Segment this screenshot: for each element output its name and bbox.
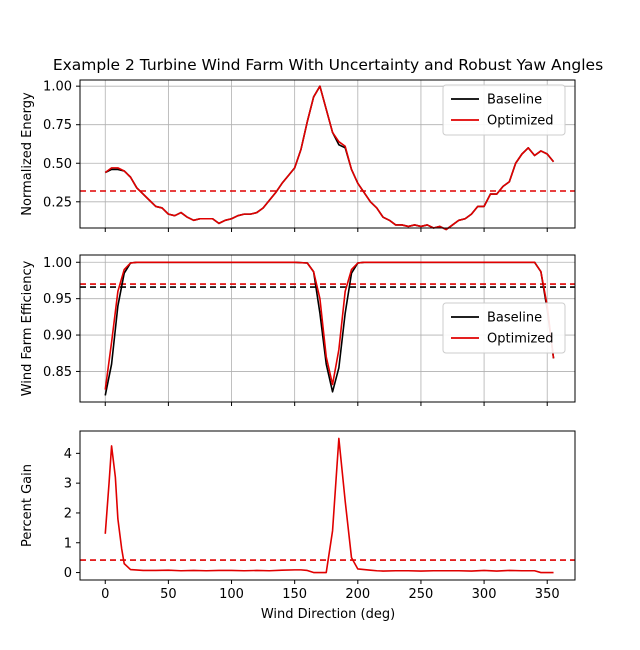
panel-3-y-tick-label: 4 <box>64 447 72 462</box>
panel-2-legend-label-optimized: Optimized <box>487 332 554 347</box>
panel-3-y-tick-label: 0 <box>64 566 72 581</box>
panel-3-y-tick-label: 2 <box>64 506 72 521</box>
x-tick-label: 300 <box>472 587 497 602</box>
panel-1-legend-label-optimized: Optimized <box>487 114 554 129</box>
x-tick-label: 0 <box>101 587 109 602</box>
panel-1-legend: Baseline Optimized <box>442 84 566 136</box>
panel-1-y-tick-label: 1.00 <box>43 80 72 95</box>
x-tick-label: 250 <box>409 587 434 602</box>
panel-1-frame <box>79 79 576 229</box>
panel-2-legend-label-baseline: Baseline <box>487 311 542 326</box>
panel-3-y-axis-label: Percent Gain <box>20 464 35 547</box>
x-axis-label: Wind Direction (deg) <box>261 607 395 622</box>
panel-1-y-tick-label: 0.25 <box>43 195 72 210</box>
chart-title: Example 2 Turbine Wind Farm With Uncerta… <box>53 56 603 74</box>
panel-2-legend: Baseline Optimized <box>442 302 566 354</box>
x-tick-label: 350 <box>535 587 560 602</box>
gain-panel: 0 1 2 3 4 0 50 100 150 200 250 300 350 Percent Gain <box>20 430 576 602</box>
energy-panel: 0.25 0.50 0.75 1.00 Normalized Energy Baselin… <box>20 79 576 232</box>
panel-1-optimized-line <box>104 85 555 231</box>
panel-2-y-axis-label: Wind Farm Efficiency <box>20 260 35 396</box>
x-tick-label: 50 <box>160 587 177 602</box>
panel-2-optimized-line <box>104 261 555 390</box>
panel-2-frame <box>79 254 576 403</box>
panel-1-y-tick-label: 0.50 <box>43 157 72 172</box>
panel-3-y-tick-label: 1 <box>64 536 72 551</box>
x-tick-label: 100 <box>219 587 244 602</box>
efficiency-panel: 0.85 0.90 0.95 1.00 Wind Farm Efficiency Base… <box>20 254 576 406</box>
panel-2-y-tick-label: 0.95 <box>43 292 72 307</box>
panel-2-y-tick-label: 0.85 <box>43 365 72 380</box>
panel-2-y-tick-label: 1.00 <box>43 256 72 271</box>
panel-1-y-axis-label: Normalized Energy <box>20 92 35 216</box>
x-tick-label: 150 <box>282 587 307 602</box>
panel-1-legend-label-baseline: Baseline <box>487 93 542 108</box>
panel-2-legend-box <box>442 302 566 354</box>
x-tick-label: 200 <box>345 587 370 602</box>
panel-3-frame <box>79 430 576 581</box>
panel-3-y-tick-label: 3 <box>64 477 72 492</box>
panel-3-optimized-line <box>104 437 554 574</box>
panel-1-legend-box <box>442 84 566 136</box>
panel-2-y-tick-label: 0.90 <box>43 329 72 344</box>
panel-1-y-tick-label: 0.75 <box>43 118 72 133</box>
